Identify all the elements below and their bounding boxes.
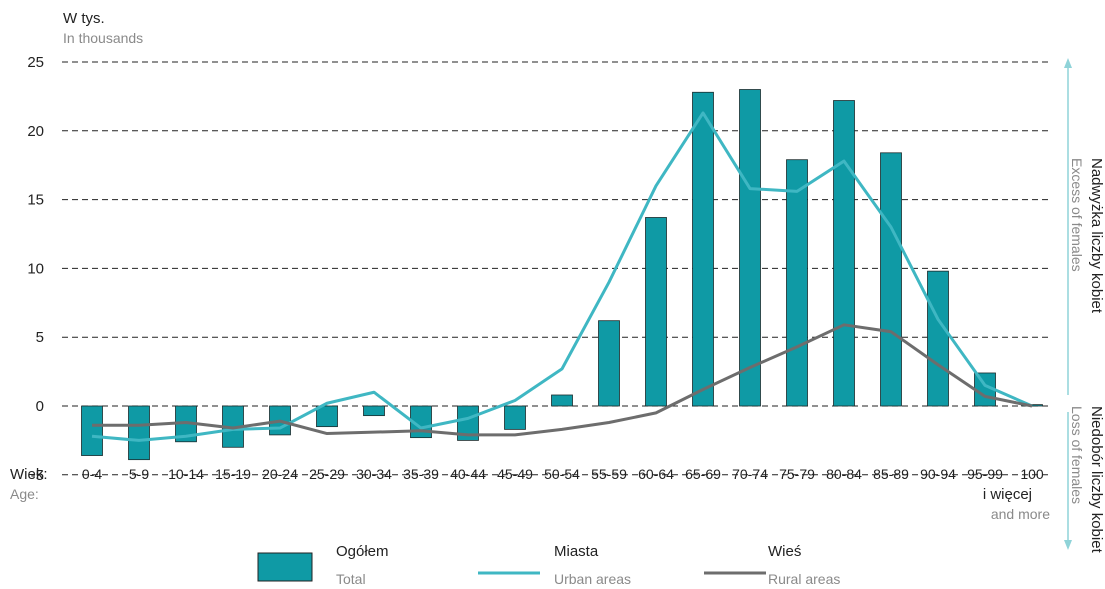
bar-60-64 xyxy=(645,217,667,407)
legend-label-urban: Miasta xyxy=(554,543,599,560)
x-tick-label-50-54: 50-54 xyxy=(544,466,580,482)
bar-25-29 xyxy=(316,405,338,428)
x-tick-labels: 0-4 5-9 10-14 15-19 20-24 25-29 30-34 35-39 40-4… xyxy=(82,466,1044,482)
y-tick-label-3: 10 xyxy=(27,260,44,277)
legend-label-total: Ogółem xyxy=(336,543,389,560)
bars xyxy=(81,89,1043,461)
y-tick-label-6: -5 xyxy=(31,467,44,484)
legend: Ogółem Total Miasta Urban areas Wieś Rur… xyxy=(257,543,840,587)
x-tick-label-60-64: 60-64 xyxy=(638,466,674,482)
x-tick-label-95-99: 95-99 xyxy=(967,466,1003,482)
legend-swatch-total xyxy=(257,552,313,582)
bar-55-59 xyxy=(598,320,620,407)
y-tick-label-5: 0 xyxy=(36,398,44,415)
x-tick-last-extra: i więcej xyxy=(983,486,1032,503)
loss-label: Niedobór liczby kobiet xyxy=(1088,406,1105,554)
y-tick-label-4: 5 xyxy=(36,329,44,346)
bar-70-74 xyxy=(739,89,761,407)
x-tick-label-30-34: 30-34 xyxy=(356,466,392,482)
excess-label: Nadwyżka liczby kobiet xyxy=(1088,158,1105,314)
series-line-urban xyxy=(91,111,1033,442)
legend-label-rural: Wieś xyxy=(768,543,801,560)
excess-arrow-head xyxy=(1064,58,1072,68)
x-tick-label-80-84: 80-84 xyxy=(826,466,862,482)
x-tick-last-extra-en: and more xyxy=(991,506,1050,522)
x-tick-label-20-24: 20-24 xyxy=(262,466,298,482)
x-tick-label-25-29: 25-29 xyxy=(309,466,345,482)
right-annotation: Nadwyżka liczby kobiet Excess of females… xyxy=(1064,58,1105,554)
legend-item-rural: Wieś Rural areas xyxy=(704,543,840,587)
bar-75-79 xyxy=(786,159,808,407)
bar-80-84 xyxy=(833,100,855,407)
x-tick-label-15-19: 15-19 xyxy=(215,466,251,482)
x-tick-label-70-74: 70-74 xyxy=(732,466,768,482)
x-tick-label-85-89: 85-89 xyxy=(873,466,909,482)
loss-label-en: Loss of females xyxy=(1069,406,1085,504)
bar-0-4 xyxy=(81,405,103,456)
y-axis-title: W tys. xyxy=(63,10,105,27)
x-tick-label-45-49: 45-49 xyxy=(497,466,533,482)
y-tick-label-2: 15 xyxy=(27,192,44,209)
y-tick-label-0: 25 xyxy=(27,54,44,71)
x-tick-label-0-4: 0-4 xyxy=(82,466,102,482)
x-tick-label-10-14: 10-14 xyxy=(168,466,204,482)
bar-90-94 xyxy=(927,270,949,407)
y-axis-title-en: In thousands xyxy=(63,30,143,46)
legend-label-total-en: Total xyxy=(336,571,366,587)
x-tick-label-5-9: 5-9 xyxy=(129,466,149,482)
x-tick-label-75-79: 75-79 xyxy=(779,466,815,482)
x-axis-title-en: Age: xyxy=(10,486,39,502)
y-tick-labels: 25 20 15 10 5 0 -5 xyxy=(27,54,44,484)
legend-label-urban-en: Urban areas xyxy=(554,571,631,587)
x-tick-label-40-44: 40-44 xyxy=(450,466,486,482)
legend-label-rural-en: Rural areas xyxy=(768,571,840,587)
x-tick-label-90-94: 90-94 xyxy=(920,466,956,482)
x-tick-label-35-39: 35-39 xyxy=(403,466,439,482)
y-tick-label-1: 20 xyxy=(27,123,44,140)
series-line-rural xyxy=(92,323,1033,437)
x-tick-label-65-69: 65-69 xyxy=(685,466,721,482)
bar-40-44 xyxy=(457,405,479,441)
x-tick-label-55-59: 55-59 xyxy=(591,466,627,482)
bar-45-49 xyxy=(504,405,526,430)
excess-label-en: Excess of females xyxy=(1069,158,1085,272)
bar-65-69 xyxy=(692,91,714,407)
bar-50-54 xyxy=(551,394,573,407)
loss-arrow-head xyxy=(1064,540,1072,550)
legend-item-urban: Miasta Urban areas xyxy=(478,543,631,587)
series-lines xyxy=(91,111,1033,442)
x-tick-label-100: 100 xyxy=(1020,466,1044,482)
bar-85-89 xyxy=(880,152,902,407)
bar-30-34 xyxy=(363,405,385,417)
legend-item-total: Ogółem Total xyxy=(257,543,389,587)
x-axis-title: Wiek: xyxy=(10,466,48,483)
bar-5-9 xyxy=(128,405,150,461)
